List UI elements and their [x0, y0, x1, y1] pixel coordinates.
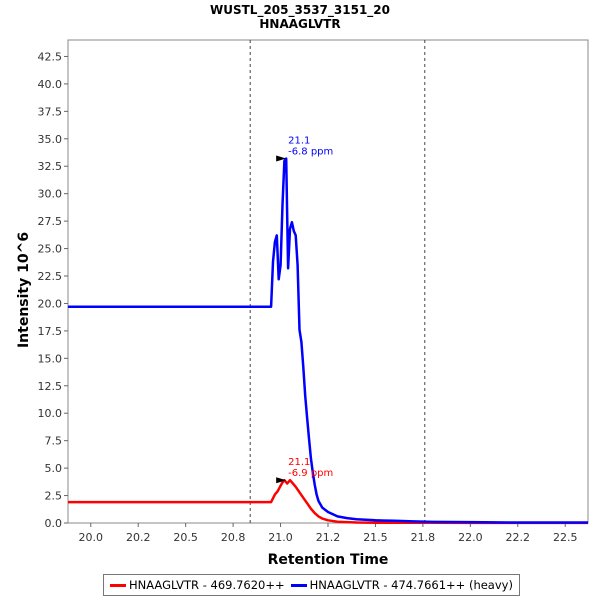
chart-title: WUSTL_205_3537_3151_20	[210, 3, 390, 18]
x-axis: 20.0 20.2 20.5 20.8 21.0 21.2 21.5 21.8 22.0 22.2…	[79, 523, 578, 544]
peak-marker	[276, 155, 287, 162]
x-tick-label: 20.0	[79, 531, 104, 544]
series-line-light	[68, 478, 588, 525]
x-tick-label: 20.2	[126, 531, 151, 544]
y-tick-label: 20.0	[38, 297, 63, 310]
x-tick-label: 20.5	[173, 531, 198, 544]
peak-time-label: 21.1	[288, 457, 310, 468]
peak-time-label: 21.1	[288, 136, 310, 147]
legend-label-light: HNAAGLVTR - 469.7620++	[129, 578, 285, 592]
y-tick-label: 30.0	[38, 188, 63, 201]
x-tick-label: 22.0	[458, 531, 483, 544]
y-tick-label: 37.5	[38, 105, 63, 118]
legend-swatch-light	[110, 583, 126, 587]
y-tick-label: 5.0	[45, 462, 63, 475]
x-tick-label: 21.0	[268, 531, 293, 544]
y-tick-label: 35.0	[38, 133, 63, 146]
y-tick-label: 32.5	[38, 160, 63, 173]
y-tick-label: 15.0	[38, 352, 63, 365]
y-tick-label: 27.5	[38, 215, 63, 228]
y-tick-label: 42.5	[38, 50, 63, 63]
y-tick-label: 22.5	[38, 270, 63, 283]
y-tick-label: 10.0	[38, 407, 63, 420]
x-tick-label: 21.8	[411, 531, 436, 544]
y-tick-label: 12.5	[38, 380, 63, 393]
series-line-heavy	[68, 157, 588, 524]
x-tick-label: 22.5	[553, 531, 578, 544]
legend-item-light: HNAAGLVTR - 469.7620++	[110, 578, 285, 592]
y-tick-label: 7.5	[45, 435, 63, 448]
legend-label-heavy: HNAAGLVTR - 474.7661++ (heavy)	[309, 578, 513, 592]
y-tick-label: 0.0	[45, 517, 63, 530]
x-tick-label: 22.2	[506, 531, 531, 544]
y-tick-label: 17.5	[38, 325, 63, 338]
legend: HNAAGLVTR - 469.7620++ HNAAGLVTR - 474.7…	[103, 574, 520, 596]
x-tick-label: 21.2	[316, 531, 341, 544]
x-tick-label: 20.8	[221, 531, 246, 544]
peak-marker	[276, 477, 287, 484]
legend-item-heavy: HNAAGLVTR - 474.7661++ (heavy)	[290, 578, 513, 592]
integration-bounds	[249, 40, 426, 523]
y-tick-label: 2.5	[45, 490, 63, 503]
legend-swatch-heavy	[290, 583, 307, 587]
peak-ppm-label: -6.9 ppm	[288, 468, 333, 479]
x-tick-label: 21.5	[363, 531, 388, 544]
x-axis-title: Retention Time	[268, 552, 389, 568]
peak-ppm-label: -6.8 ppm	[288, 147, 333, 158]
series-layer	[68, 157, 588, 525]
y-axis: 0.0 2.5 5.0 7.5 10.0 12.5 15.0 17.5 20.0 22.5 25.0…	[38, 50, 68, 530]
y-tick-label: 25.0	[38, 243, 63, 256]
y-axis-title: Intensity 10^6	[16, 232, 32, 348]
chart-subtitle: HNAAGLVTR	[259, 17, 340, 31]
y-tick-label: 40.0	[38, 78, 63, 91]
plot-area	[67, 39, 589, 524]
